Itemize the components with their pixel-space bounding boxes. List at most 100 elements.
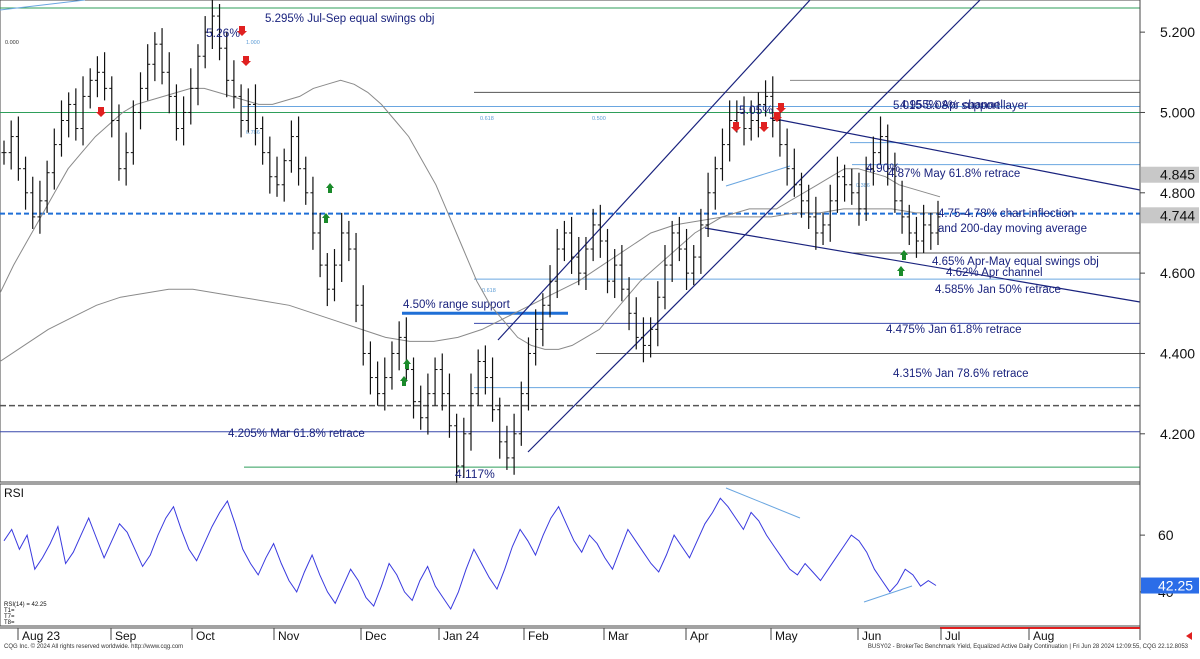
ohlc-bar-113 bbox=[813, 196, 819, 250]
ohlc-bar-57 bbox=[411, 357, 417, 419]
ohlc-bar-110 bbox=[791, 148, 797, 197]
date-label-11: Jul bbox=[945, 629, 960, 643]
ohlc-bar-72 bbox=[518, 381, 524, 446]
fib-label-1: 1.000 bbox=[246, 40, 260, 46]
footer-copyright: CQG Inc. © 2024 All rights reserved worl… bbox=[4, 644, 184, 650]
ohlc-bar-120 bbox=[863, 156, 869, 221]
ohlc-bar-47 bbox=[339, 212, 345, 282]
ohlc-bar-103 bbox=[741, 96, 747, 146]
ohlc-bar-37 bbox=[267, 136, 273, 194]
level-label-1: 5.015-5.08% support layer bbox=[893, 100, 1028, 112]
ohlc-bar-14 bbox=[102, 52, 108, 101]
ohlc-bar-127 bbox=[913, 216, 919, 258]
ohlc-bar-98 bbox=[705, 172, 711, 237]
ohlc-bar-62 bbox=[446, 373, 452, 438]
price-tick-label-0: 4.200 bbox=[1160, 426, 1195, 442]
ohlc-bar-109 bbox=[784, 128, 790, 186]
ohlc-bar-116 bbox=[834, 156, 840, 213]
ohlc-bar-107 bbox=[770, 76, 776, 138]
ohlc-bar-30 bbox=[217, 4, 223, 61]
ohlc-bar-61 bbox=[439, 353, 445, 411]
ohlc-bar-54 bbox=[389, 341, 395, 390]
ohlc-bar-27 bbox=[195, 44, 201, 106]
ohlc-bar-5 bbox=[37, 180, 43, 234]
ohlc-bar-20 bbox=[145, 44, 151, 101]
channel-line-2 bbox=[704, 227, 1141, 303]
ohlc-bar-58 bbox=[418, 385, 424, 430]
rsi-last-text: 42.25 bbox=[1158, 578, 1193, 594]
ohlc-bar-19 bbox=[138, 72, 144, 130]
channel-line-3 bbox=[769, 117, 1141, 191]
price-tick-label-3: 4.800 bbox=[1160, 185, 1195, 201]
date-label-0: Aug 23 bbox=[22, 629, 60, 643]
up-arrow-icon-2 bbox=[403, 359, 411, 369]
ohlc-bar-122 bbox=[878, 116, 884, 165]
price-tick-label-5: 5.200 bbox=[1160, 24, 1195, 40]
ohlc-bar-79 bbox=[569, 216, 575, 274]
date-label-12: Aug bbox=[1033, 629, 1054, 643]
ohlc-bar-44 bbox=[317, 212, 323, 278]
level-label-4: 4.955% Apr channel bbox=[900, 99, 1003, 111]
ohlc-bar-63 bbox=[454, 413, 460, 483]
ohlc-bar-31 bbox=[224, 32, 230, 98]
ohlc-bar-128 bbox=[921, 204, 927, 254]
ohlc-bar-80 bbox=[576, 236, 582, 286]
rsi-legend-line-0: RSI(14) = 42.25 bbox=[4, 602, 47, 608]
annotation-0: 5.26% bbox=[206, 26, 240, 40]
up-arrow-icon-4 bbox=[900, 250, 908, 260]
ohlc-bar-10 bbox=[73, 88, 79, 141]
ohlc-bar-45 bbox=[324, 253, 330, 307]
ohlc-bar-88 bbox=[633, 297, 639, 350]
ohlc-bar-59 bbox=[425, 373, 431, 435]
down-arrow-icon-6 bbox=[776, 103, 786, 113]
ohlc-bar-86 bbox=[619, 245, 625, 302]
rsi-trendline-top bbox=[725, 487, 801, 519]
ohlc-bar-41 bbox=[296, 116, 302, 186]
ohlc-bar-90 bbox=[648, 317, 654, 358]
ohlc-bar-85 bbox=[612, 249, 618, 299]
ohlc-bar-73 bbox=[525, 337, 531, 411]
ohlc-bar-33 bbox=[238, 84, 244, 138]
ohlc-bar-97 bbox=[698, 208, 704, 274]
ohlc-bar-17 bbox=[123, 132, 129, 186]
ohlc-bar-124 bbox=[892, 152, 898, 213]
level-label-11: 4.585% Jan 50% retrace bbox=[935, 284, 1061, 296]
fib-label-0: 0.000 bbox=[5, 40, 19, 46]
rsi-legend-line-2: T7= bbox=[4, 614, 15, 620]
ohlc-bar-22 bbox=[159, 28, 165, 85]
channel-line-1 bbox=[527, 0, 981, 453]
date-label-9: May bbox=[775, 629, 798, 643]
date-label-1: Sep bbox=[115, 629, 137, 643]
ohlc-bar-125 bbox=[899, 180, 905, 234]
ohlc-bar-55 bbox=[396, 321, 402, 371]
ohlc-bar-76 bbox=[547, 265, 553, 318]
ohlc-bar-15 bbox=[109, 76, 115, 138]
ohlc-bar-67 bbox=[482, 345, 488, 395]
ohlc-bar-74 bbox=[533, 309, 539, 366]
ohlc-bar-121 bbox=[870, 136, 876, 186]
level-label-15: 4.315% Jan 78.6% retrace bbox=[893, 368, 1029, 380]
ohlc-bar-16 bbox=[116, 104, 122, 181]
ohlc-bar-78 bbox=[561, 220, 567, 262]
level-label-13: 4.475% Jan 61.8% retrace bbox=[886, 324, 1022, 336]
ohlc-bar-23 bbox=[166, 52, 172, 114]
up-arrow-icon-0 bbox=[326, 183, 334, 193]
ohlc-bar-29 bbox=[209, 0, 215, 50]
ohlc-bar-101 bbox=[727, 100, 733, 162]
ohlc-bar-49 bbox=[353, 232, 359, 323]
ohlc-bar-77 bbox=[554, 228, 560, 299]
marker-price-box bbox=[1141, 166, 1199, 183]
ohlc-bar-13 bbox=[94, 56, 100, 98]
ohlc-bar-60 bbox=[432, 357, 438, 406]
ohlc-bar-71 bbox=[511, 413, 517, 475]
date-label-4: Dec bbox=[365, 629, 386, 643]
fib-label-3: 0.618 bbox=[480, 116, 494, 122]
fib-label-5: 0.386 bbox=[856, 183, 870, 189]
price-tick-label-1: 4.400 bbox=[1160, 345, 1195, 361]
scroll-arrow-icon bbox=[1186, 632, 1192, 640]
ohlc-bar-75 bbox=[540, 293, 546, 347]
level-label-10: 4.62% Apr channel bbox=[946, 267, 1043, 279]
price-panel[interactable]: 5.295% Jul-Sep equal swings obj 5.015-5.0… bbox=[0, 0, 1141, 483]
date-label-8: Apr bbox=[690, 629, 709, 643]
